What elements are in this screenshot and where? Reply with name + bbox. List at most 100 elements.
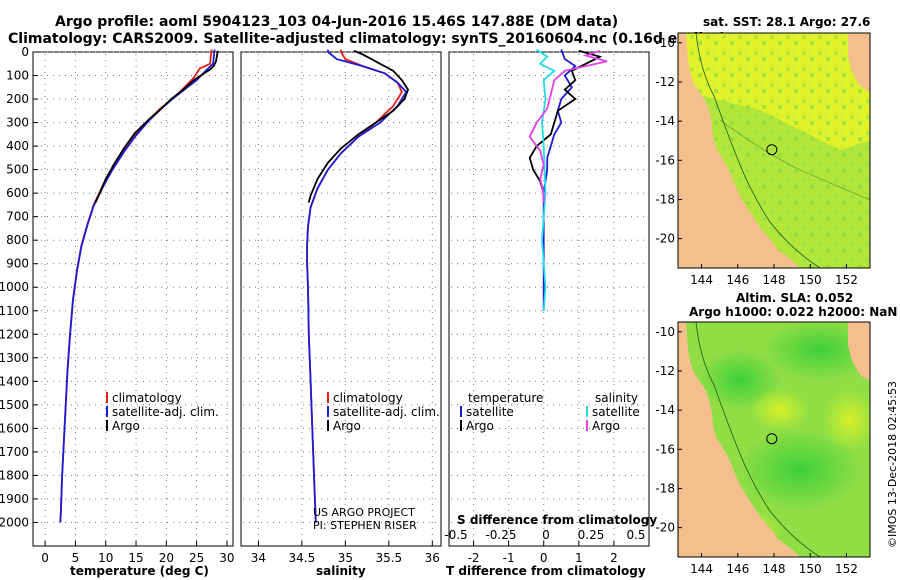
grid-dot-h (273, 357, 274, 359)
grid-dot-v (578, 540, 580, 541)
grid-dot-h (631, 310, 632, 312)
grid-dot-h (261, 51, 262, 53)
grid-dot-v (135, 90, 137, 91)
grid-dot-v (105, 426, 107, 427)
grid-dot-h (583, 122, 584, 124)
grid-dot-v (431, 66, 433, 67)
grid-dot-h (143, 192, 144, 194)
grid-dot-h (637, 521, 638, 523)
grid-dot-h (285, 451, 286, 453)
grid-dot-v (431, 60, 433, 61)
grid-dot-h (89, 357, 90, 359)
grid-dot-v (578, 54, 580, 55)
grid-dot-h (221, 427, 222, 429)
grid-dot-h (613, 145, 614, 147)
grid-dot-h (279, 169, 280, 171)
grid-dot-h (607, 122, 608, 124)
grid-dot-h (595, 122, 596, 124)
grid-dot-v (257, 318, 259, 319)
grid-dot-h (191, 451, 192, 453)
grid-dot-h (613, 427, 614, 429)
grid-dot-h (65, 451, 66, 453)
grid-dot-v (257, 306, 259, 307)
grid-dot-v (44, 132, 46, 133)
grid-dot-v (473, 240, 475, 241)
grid-dot-v (74, 312, 76, 313)
grid-dot-v (301, 234, 303, 235)
grid-dot-v (431, 312, 433, 313)
grid-dot-h (511, 333, 512, 335)
grid-dot-h (309, 263, 310, 265)
grid-dot-h (89, 263, 90, 265)
grid-dot-v (344, 168, 346, 169)
grid-dot-v (105, 474, 107, 475)
grid-dot-v (105, 240, 107, 241)
grid-dot-h (559, 239, 560, 241)
grid-dot-h (243, 357, 244, 359)
grid-dot-h (553, 498, 554, 500)
grid-dot-v (44, 96, 46, 97)
sla-map-title-2: Argo h1000: 0.022 h2000: NaN (689, 305, 897, 319)
grid-dot-h (197, 474, 198, 476)
grid-dot-v (74, 150, 76, 151)
grid-dot-h (47, 404, 48, 406)
grid-dot-v (165, 276, 167, 277)
grid-dot-h (59, 521, 60, 523)
grid-dot-v (135, 120, 137, 121)
grid-dot-h (643, 239, 644, 241)
grid-dot-v (105, 312, 107, 313)
grid-dot-h (369, 122, 370, 124)
grid-dot-v (344, 216, 346, 217)
grid-dot-v (226, 468, 228, 469)
grid-dot-v (44, 84, 46, 85)
grid-dot-v (105, 216, 107, 217)
grid-dot-h (517, 474, 518, 476)
grid-dot-h (41, 380, 42, 382)
grid-dot-h (411, 498, 412, 500)
grid-dot-v (226, 96, 228, 97)
grid-dot-h (481, 451, 482, 453)
grid-dot-h (279, 451, 280, 453)
grid-dot-h (499, 122, 500, 124)
grid-dot-v (578, 408, 580, 409)
grid-dot-h (613, 75, 614, 77)
grid-dot-v (165, 228, 167, 229)
grid-dot-v (135, 354, 137, 355)
grid-dot-v (613, 360, 615, 361)
grid-dot-h (197, 216, 198, 218)
grid-dot-h (255, 263, 256, 265)
x-tick-label: 0 (540, 551, 548, 565)
grid-dot-v (226, 204, 228, 205)
grid-dot-v (578, 312, 580, 313)
grid-dot-v (196, 372, 198, 373)
grid-dot-h (643, 521, 644, 523)
grid-dot-h (369, 310, 370, 312)
grid-dot-h (255, 451, 256, 453)
grid-dot-h (173, 75, 174, 77)
grid-dot-h (613, 333, 614, 335)
grid-dot-h (227, 169, 228, 171)
grid-dot-h (345, 75, 346, 77)
grid-dot-v (196, 186, 198, 187)
grid-dot-h (291, 263, 292, 265)
grid-dot-v (226, 120, 228, 121)
grid-dot-h (47, 451, 48, 453)
grid-dot-h (267, 98, 268, 100)
grid-dot-h (463, 286, 464, 288)
sst-map-contour-2 (719, 119, 870, 201)
grid-dot-h (149, 122, 150, 124)
grid-dot-h (375, 239, 376, 241)
grid-dot-v (543, 408, 545, 409)
grid-dot-v (226, 432, 228, 433)
grid-dot-h (565, 192, 566, 194)
grid-dot-h (53, 498, 54, 500)
grid-dot-h (553, 98, 554, 100)
grid-dot-h (535, 216, 536, 218)
grid-dot-h (463, 427, 464, 429)
grid-dot-h (375, 498, 376, 500)
grid-dot-v (473, 150, 475, 151)
grid-dot-v (135, 240, 137, 241)
grid-dot-h (631, 404, 632, 406)
grid-dot-h (59, 498, 60, 500)
grid-dot-h (535, 380, 536, 382)
